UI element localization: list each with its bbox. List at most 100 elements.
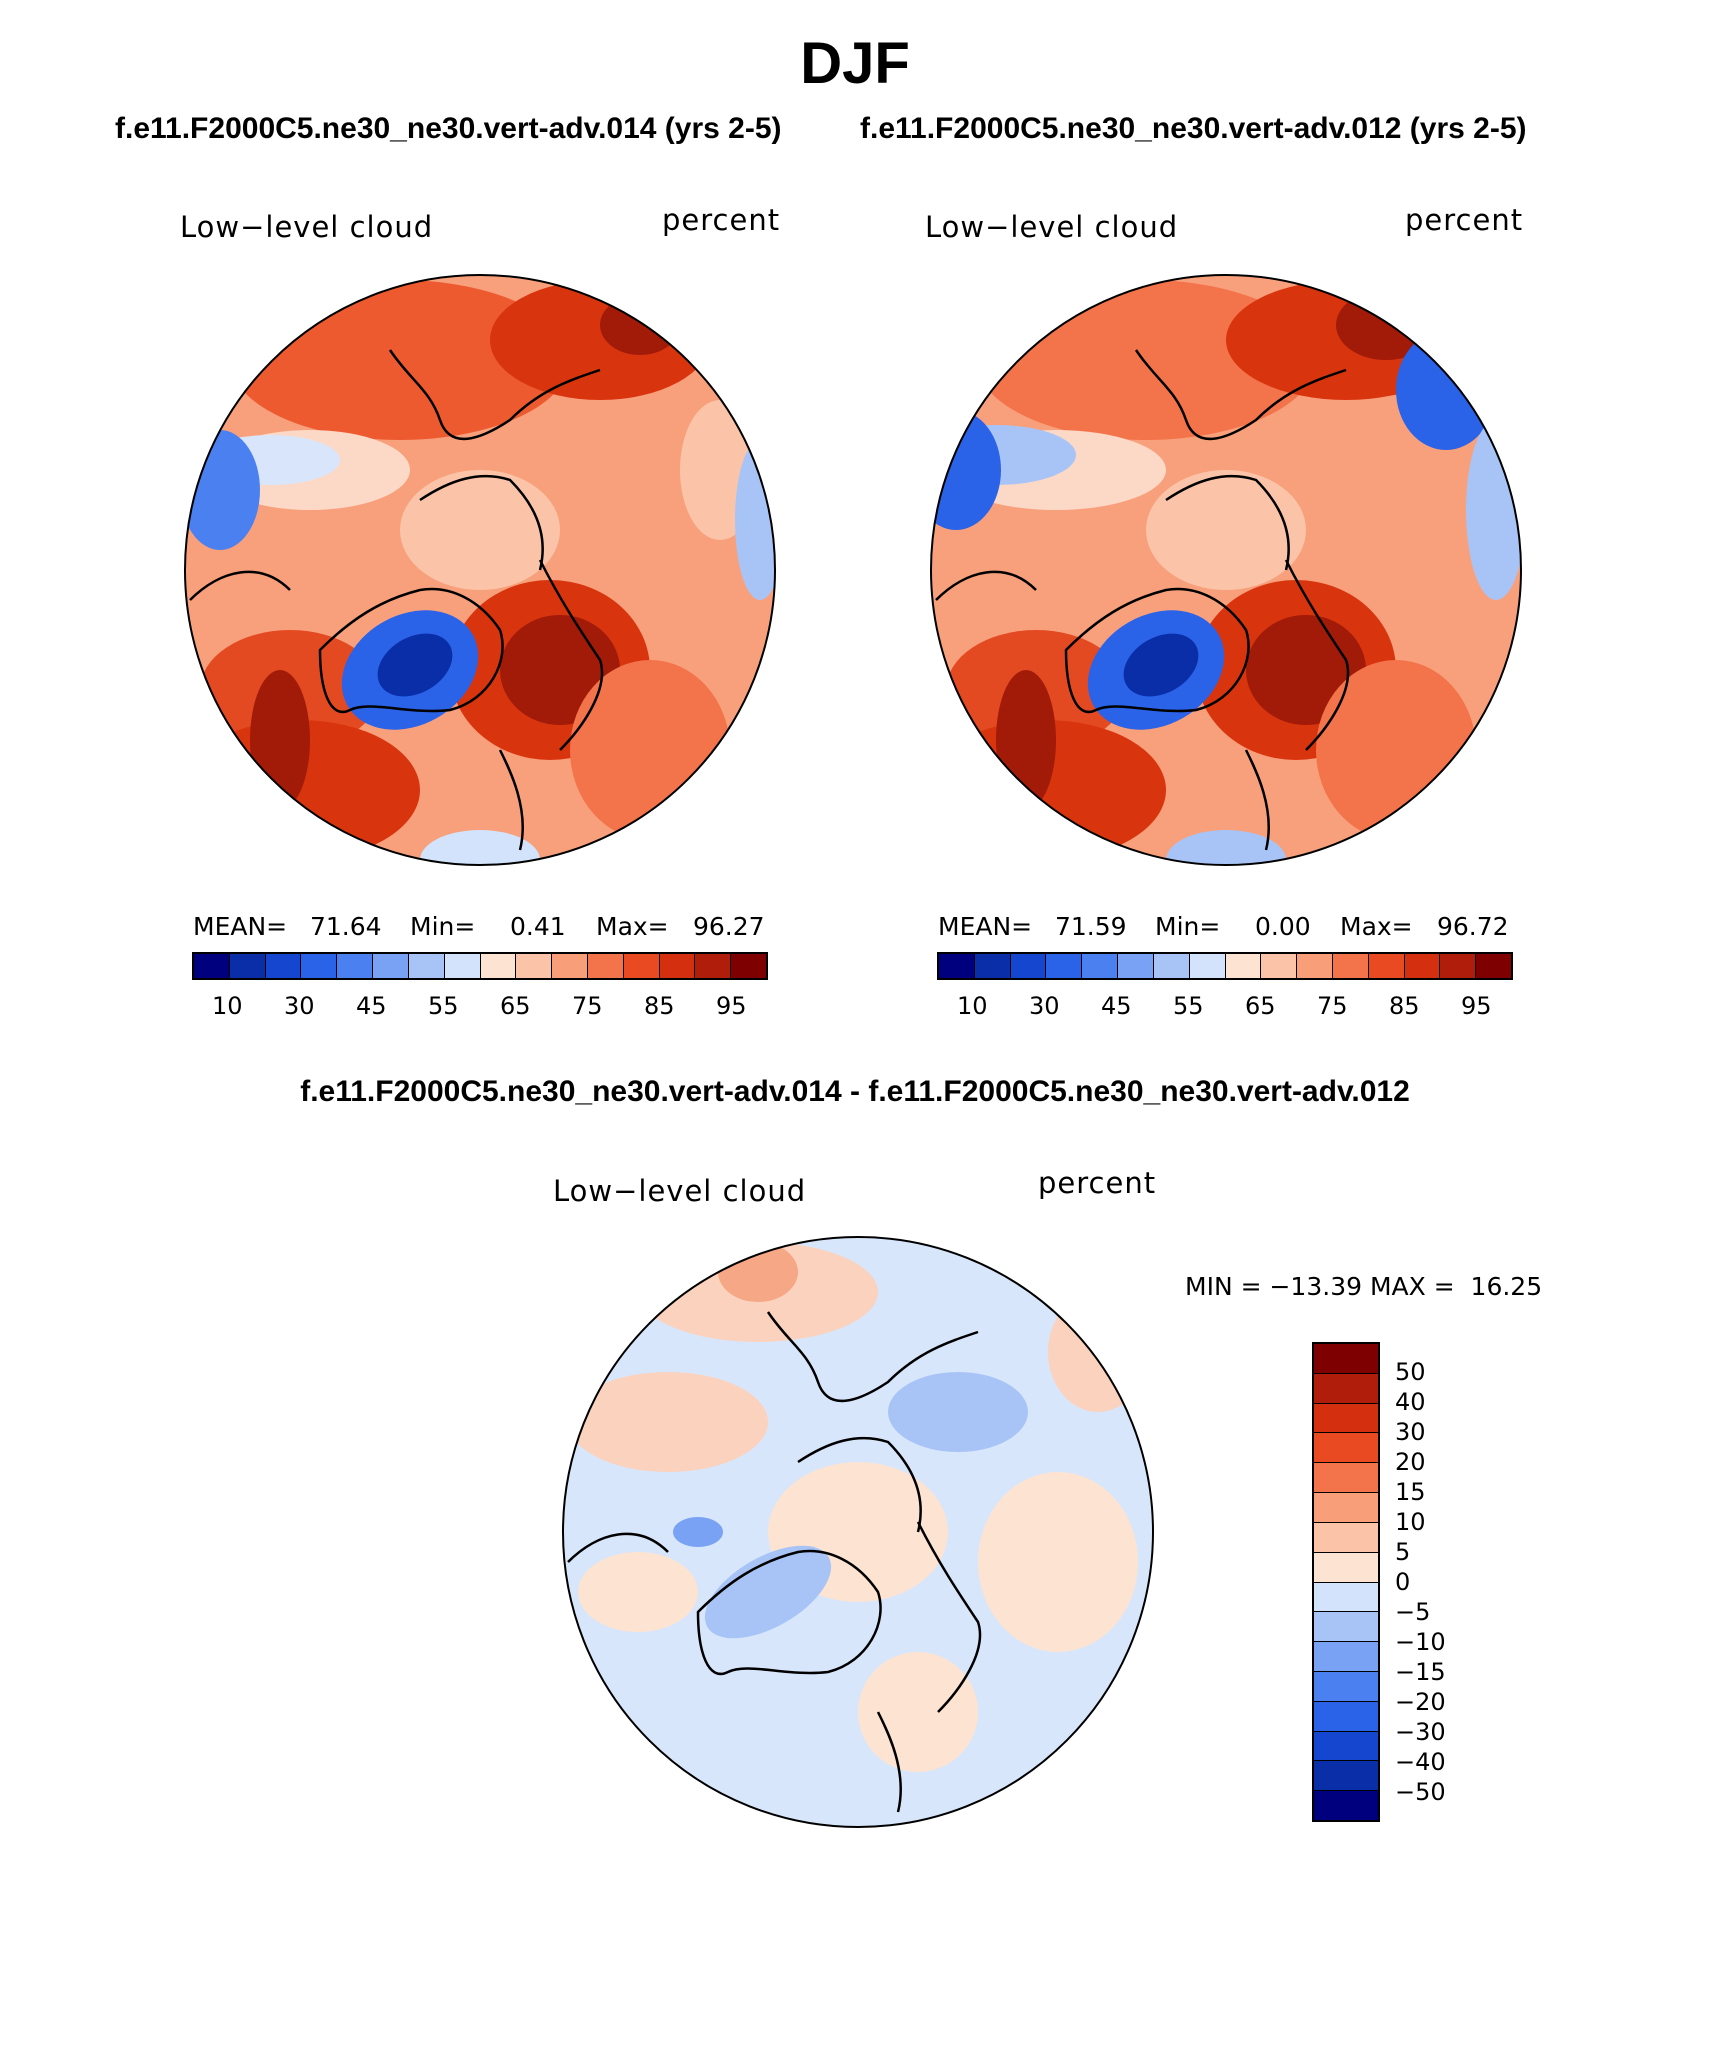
diff-tick-label: 20 — [1395, 1448, 1426, 1476]
panel1-tick-label: 10 — [212, 992, 243, 1020]
colorbar-segment — [1314, 1522, 1378, 1553]
colorbar-segment — [552, 954, 588, 978]
colorbar-segment — [623, 954, 660, 978]
panel2-variable-label: Low−level cloud — [925, 210, 1179, 244]
colorbar-segment — [1314, 1701, 1378, 1732]
colorbar-segment — [408, 954, 445, 978]
panel1-max-label: Max= — [596, 912, 669, 941]
colorbar-segment — [731, 954, 766, 978]
diff-colorbar — [1312, 1342, 1380, 1822]
panel1-max-value: 96.27 — [693, 912, 765, 941]
colorbar-segment — [1225, 954, 1262, 978]
colorbar-segment — [516, 954, 553, 978]
case1-title: f.e11.F2000C5.ne30_ne30.vert-adv.014 (yr… — [115, 112, 782, 145]
diff-title: f.e11.F2000C5.ne30_ne30.vert-adv.014 - f… — [300, 1075, 1410, 1108]
colorbar-segment — [1261, 954, 1298, 978]
panel2-min-value: 0.00 — [1255, 912, 1311, 941]
diff-tick-label: 50 — [1395, 1358, 1426, 1386]
diff-tick-label: −50 — [1395, 1778, 1446, 1806]
panel3-units-label: percent — [1038, 1166, 1157, 1200]
panel1-min-value: 0.41 — [510, 912, 566, 941]
colorbar-segment — [373, 954, 409, 978]
diff-tick-label: 5 — [1395, 1538, 1411, 1566]
panel1-variable-label: Low−level cloud — [180, 210, 434, 244]
diff-tick-label: −10 — [1395, 1628, 1446, 1656]
season-title: DJF — [800, 31, 910, 96]
colorbar-segment — [659, 954, 696, 978]
diff-tick-label: 30 — [1395, 1418, 1426, 1446]
diff-tick-label: −5 — [1395, 1598, 1431, 1626]
panel1-tick-label: 30 — [284, 992, 315, 1020]
panel2-tick-label: 30 — [1029, 992, 1060, 1020]
colorbar-segment — [1314, 1671, 1378, 1702]
colorbar-segment — [1314, 1373, 1378, 1404]
panel1-tick-label: 45 — [356, 992, 387, 1020]
diff-tick-label: −15 — [1395, 1658, 1446, 1686]
panel1-units-label: percent — [662, 203, 781, 237]
colorbar-segment — [1314, 1433, 1378, 1464]
diff-tick-label: 40 — [1395, 1388, 1426, 1416]
panel2-max-label: Max= — [1340, 912, 1413, 941]
diff-tick-label: 0 — [1395, 1568, 1411, 1596]
colorbar-segment — [1046, 954, 1083, 978]
colorbar-segment — [1314, 1761, 1378, 1792]
panel2-tick-label: 75 — [1317, 992, 1348, 1020]
colorbar-segment — [1297, 954, 1333, 978]
colorbar-segment — [1314, 1731, 1378, 1762]
panel2-mean-value: 71.59 — [1055, 912, 1127, 941]
colorbar-segment — [1082, 954, 1119, 978]
colorbar-segment — [444, 954, 481, 978]
colorbar-segment — [1404, 954, 1441, 978]
panel2-tick-label: 85 — [1389, 992, 1420, 1020]
panel1-tick-label: 75 — [572, 992, 603, 1020]
panel3-minmax: MIN = −13.39 MAX = 16.25 — [1185, 1272, 1543, 1301]
colorbar-segment — [1314, 1582, 1378, 1613]
colorbar-segment — [1440, 954, 1477, 978]
colorbar-segment — [1314, 1552, 1378, 1583]
colorbar-segment — [1368, 954, 1405, 978]
panel1-mean-label: MEAN= — [193, 912, 288, 941]
panel1-tick-label: 65 — [500, 992, 531, 1020]
diff-tick-label: −40 — [1395, 1748, 1446, 1776]
colorbar-segment — [974, 954, 1011, 978]
panel2-tick-label: 95 — [1461, 992, 1492, 1020]
panel1-tick-label: 95 — [716, 992, 747, 1020]
colorbar-segment — [939, 954, 975, 978]
colorbar-segment — [480, 954, 517, 978]
colorbar-segment — [301, 954, 338, 978]
panel2-min-label: Min= — [1155, 912, 1221, 941]
panel1-map — [184, 274, 776, 866]
diff-tick-label: 15 — [1395, 1478, 1426, 1506]
panel3-variable-label: Low−level cloud — [553, 1174, 807, 1208]
colorbar-segment — [1314, 1493, 1378, 1523]
diff-tick-label: −30 — [1395, 1718, 1446, 1746]
panel1-min-label: Min= — [410, 912, 476, 941]
panel1-mean-value: 71.64 — [310, 912, 382, 941]
colorbar-segment — [194, 954, 230, 978]
colorbar-segment — [695, 954, 732, 978]
panel2-colorbar — [937, 952, 1513, 980]
colorbar-segment — [1189, 954, 1226, 978]
colorbar-segment — [1314, 1344, 1378, 1374]
panel2-tick-label: 45 — [1101, 992, 1132, 1020]
case2-title: f.e11.F2000C5.ne30_ne30.vert-adv.012 (yr… — [860, 112, 1527, 145]
colorbar-segment — [1314, 1403, 1378, 1434]
colorbar-segment — [587, 954, 624, 978]
colorbar-segment — [1314, 1463, 1378, 1494]
colorbar-segment — [1118, 954, 1154, 978]
panel1-colorbar — [192, 952, 768, 980]
diff-tick-label: −20 — [1395, 1688, 1446, 1716]
colorbar-segment — [1314, 1642, 1378, 1672]
panel2-max-value: 96.72 — [1437, 912, 1509, 941]
colorbar-segment — [265, 954, 302, 978]
panel2-map — [930, 274, 1522, 866]
colorbar-segment — [1010, 954, 1047, 978]
panel2-mean-label: MEAN= — [938, 912, 1033, 941]
panel2-units-label: percent — [1405, 203, 1524, 237]
panel1-tick-label: 85 — [644, 992, 675, 1020]
colorbar-segment — [1476, 954, 1511, 978]
panel2-tick-label: 10 — [957, 992, 988, 1020]
colorbar-segment — [229, 954, 266, 978]
panel3-map — [562, 1236, 1154, 1828]
colorbar-segment — [1332, 954, 1369, 978]
